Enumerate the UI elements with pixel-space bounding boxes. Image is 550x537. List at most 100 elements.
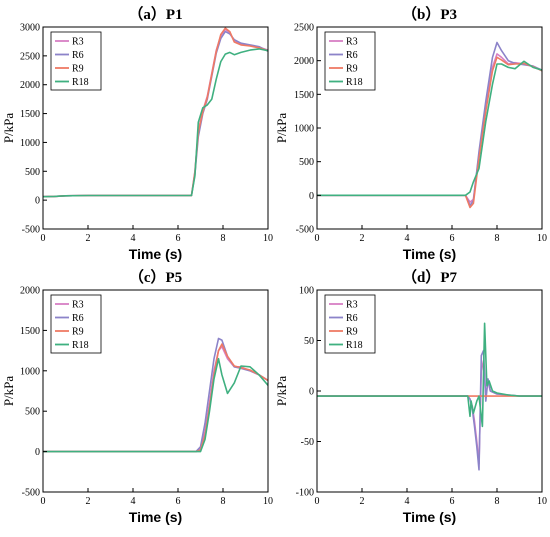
series-line-r18: [43, 357, 268, 453]
x-tick-label: 10: [263, 496, 273, 507]
panel-title: （b）P3: [402, 5, 457, 23]
panel-title: （c）P5: [129, 268, 182, 286]
series-group: [43, 27, 268, 198]
x-axis-label: Time (s): [129, 246, 182, 262]
y-axis-label: P/kPa: [274, 376, 289, 407]
legend-label-r9: R9: [72, 327, 84, 338]
series-line-r3: [43, 345, 268, 453]
x-tick-label: 2: [360, 233, 365, 244]
legend-label-r18: R18: [72, 77, 89, 88]
legend-label-r3: R3: [346, 300, 358, 311]
y-tick-label: -500: [22, 488, 40, 499]
x-tick-label: 6: [176, 233, 181, 244]
legend-box: [324, 294, 376, 354]
y-tick-label: 50: [304, 336, 314, 347]
x-axis-label: Time (s): [403, 509, 456, 525]
y-tick-label: 0: [35, 196, 40, 207]
y-tick-label: 2000: [294, 56, 314, 67]
y-tick-label: 1000: [294, 124, 314, 135]
series-line-r18: [317, 60, 542, 197]
y-tick-label: 2000: [20, 286, 40, 297]
y-tick-label: -500: [22, 225, 40, 236]
series-line-r6: [43, 337, 268, 453]
y-tick-label: 500: [25, 407, 40, 418]
legend-label-r9: R9: [72, 64, 84, 75]
y-axis-label: P/kPa: [274, 113, 289, 144]
y-tick-label: -500: [296, 225, 314, 236]
series-line-r18: [317, 322, 542, 428]
y-tick-label: -50: [301, 437, 314, 448]
y-tick-label: 1500: [294, 90, 314, 101]
plot-frame: [42, 26, 269, 230]
series-line-r9: [43, 343, 268, 453]
y-tick-label: 1500: [20, 326, 40, 337]
y-tick-label: 500: [299, 157, 314, 168]
y-tick-label: 0: [309, 191, 314, 202]
x-tick-label: 8: [495, 496, 500, 507]
x-tick-label: 4: [405, 233, 410, 244]
legend-label-r6: R6: [72, 50, 84, 61]
y-tick-label: 1000: [20, 366, 40, 377]
x-tick-label: 8: [221, 233, 226, 244]
legend-label-r6: R6: [346, 50, 358, 61]
y-tick-label: 2500: [294, 23, 314, 34]
panel-4: （d）P7 0 2 4 6 8 10 -100 -50 0 50 100 Time (s) P/kPa R3…: [274, 268, 547, 525]
y-tick-label: 100: [299, 286, 314, 297]
legend: R3 R6 R9 R18: [50, 294, 102, 354]
y-tick-label: 1500: [20, 109, 40, 120]
legend-label-r3: R3: [72, 37, 84, 48]
x-tick-label: 6: [450, 233, 455, 244]
x-tick-label: 0: [315, 233, 320, 244]
panel-1: （a）P10 2 4 6 8 10-500050010001500200025003000…: [1, 5, 273, 262]
legend-label-r9: R9: [346, 64, 358, 75]
series-group: [43, 337, 268, 453]
legend: R3 R6 R9 R18: [324, 294, 376, 354]
x-tick-label: 10: [537, 496, 547, 507]
x-tick-label: 6: [450, 496, 455, 507]
x-tick-label: 2: [86, 233, 91, 244]
legend-label-r6: R6: [346, 313, 358, 324]
series-group: [317, 322, 542, 471]
x-tick-label: 4: [405, 496, 410, 507]
x-tick-label: 8: [221, 496, 226, 507]
y-tick-label: -100: [296, 488, 314, 499]
y-tick-label: 500: [25, 167, 40, 178]
series-group: [317, 41, 542, 209]
x-axis-label: Time (s): [129, 509, 182, 525]
x-tick-label: 6: [176, 496, 181, 507]
series-line-r6: [317, 349, 542, 471]
y-axis-label: P/kPa: [1, 113, 16, 144]
legend-label-r3: R3: [72, 300, 84, 311]
x-tick-label: 8: [495, 233, 500, 244]
series-line-r18: [43, 48, 268, 198]
x-tick-label: 2: [86, 496, 91, 507]
y-tick-label: 3000: [20, 23, 40, 34]
x-axis-label: Time (s): [403, 246, 456, 262]
x-tick-label: 2: [360, 496, 365, 507]
x-tick-label: 0: [315, 496, 320, 507]
x-tick-label: 0: [41, 233, 46, 244]
series-line-r3: [317, 359, 542, 465]
plot-frame: [42, 289, 269, 493]
legend-label-r18: R18: [346, 77, 363, 88]
x-tick-label: 10: [263, 233, 273, 244]
y-tick-label: 0: [309, 387, 314, 398]
x-tick-label: 4: [131, 496, 136, 507]
y-axis-label: P/kPa: [1, 376, 16, 407]
legend: R3 R6 R9 R18: [50, 31, 102, 91]
panel-title: （a）P1: [128, 5, 182, 23]
y-tick-label: 2500: [20, 51, 40, 62]
y-tick-label: 0: [35, 447, 40, 458]
legend-label-r6: R6: [72, 313, 84, 324]
y-tick-label: 2000: [20, 80, 40, 91]
legend-label-r18: R18: [72, 340, 89, 351]
y-tick-label: 1000: [20, 138, 40, 149]
panel-title: （d）P7: [402, 268, 458, 286]
x-tick-label: 4: [131, 233, 136, 244]
legend-label-r9: R9: [346, 327, 358, 338]
legend-label-r3: R3: [346, 37, 358, 48]
x-tick-label: 10: [537, 233, 547, 244]
